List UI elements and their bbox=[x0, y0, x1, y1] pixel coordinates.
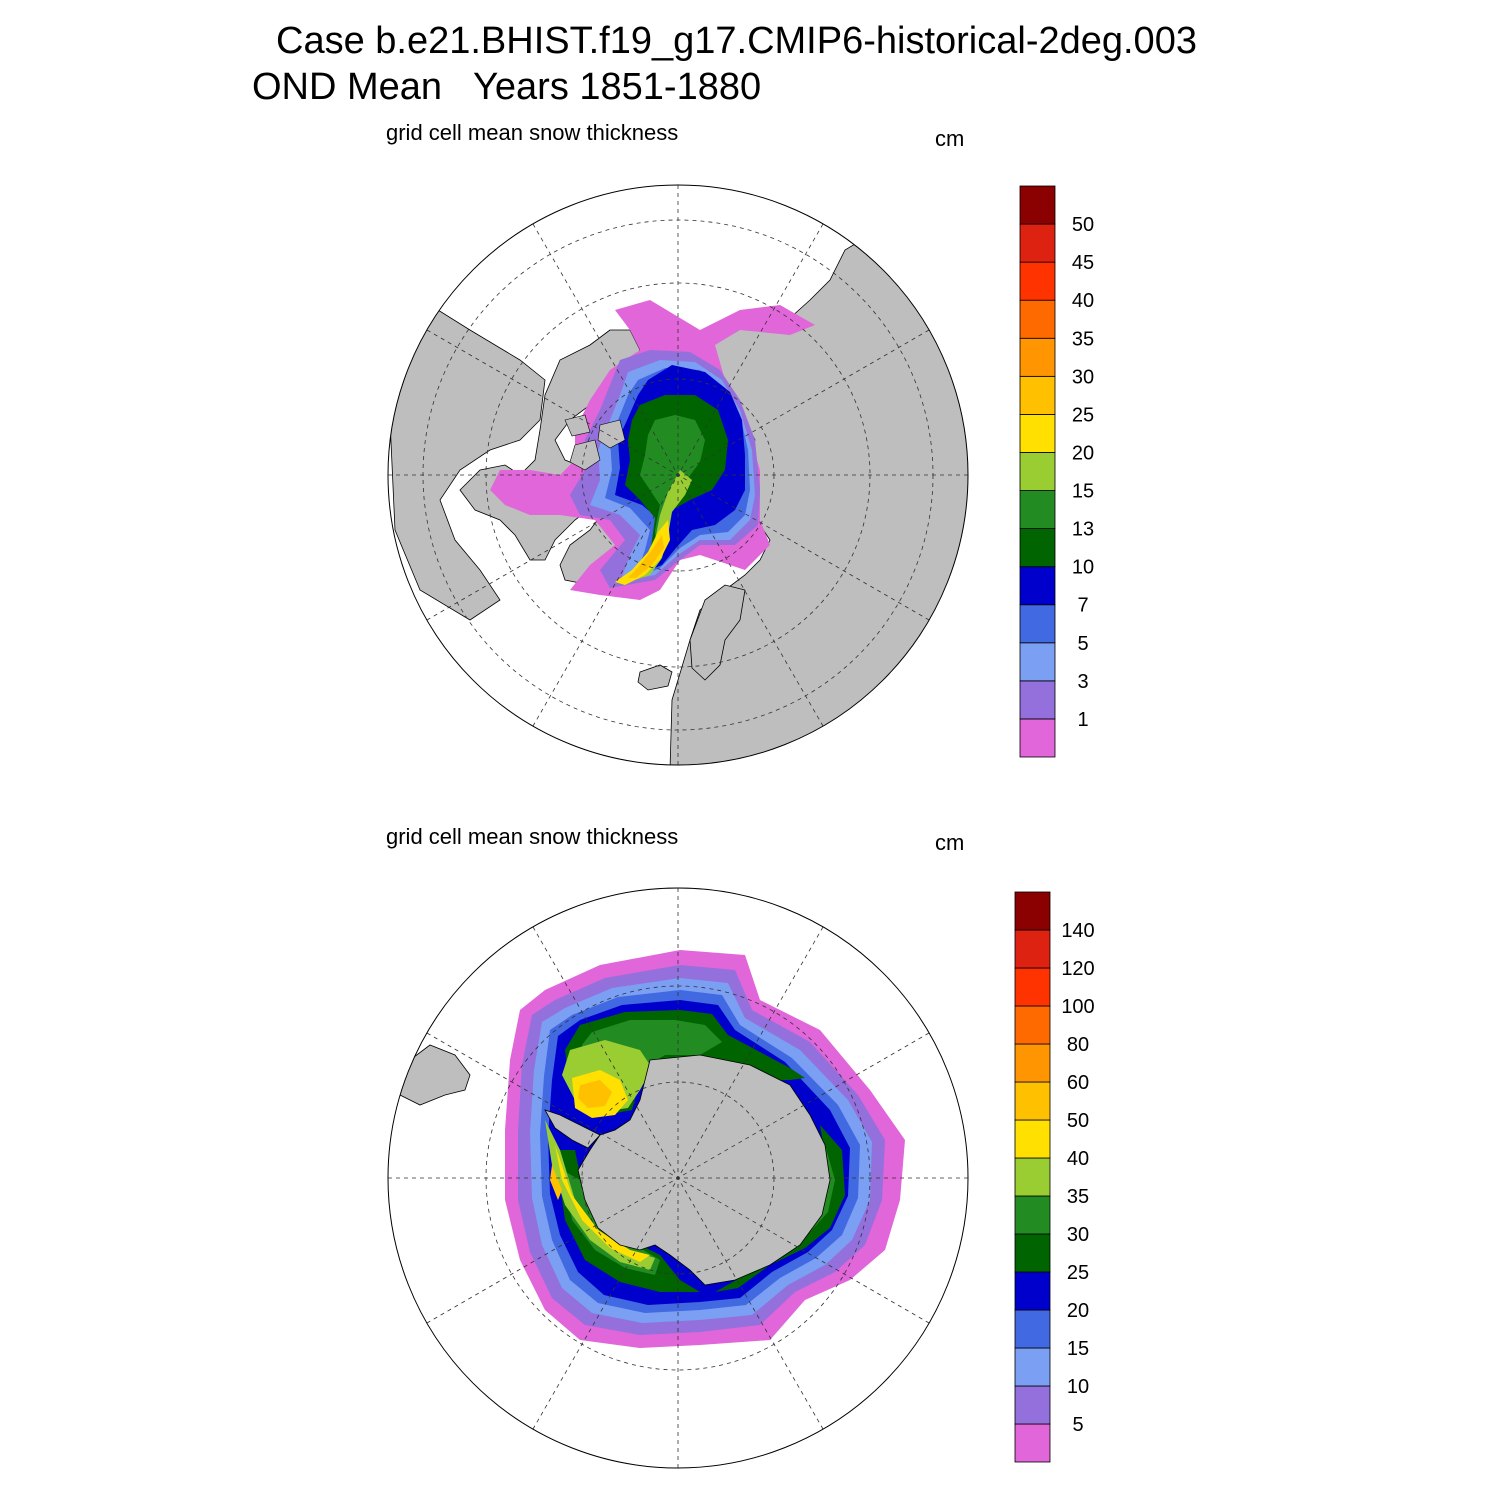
arctic-colorbar-swatch bbox=[1019, 490, 1056, 529]
antarctic-colorbar-tick-label: 30 bbox=[1067, 1224, 1089, 1246]
antarctic-colorbar-tick-label: 120 bbox=[1061, 958, 1094, 980]
antarctic-colorbar-swatch bbox=[1014, 1347, 1051, 1387]
arctic-colorbar-swatch bbox=[1019, 566, 1056, 606]
arctic-colorbar-tick-label: 5 bbox=[1077, 633, 1088, 655]
arctic-colorbar-swatch bbox=[1019, 413, 1056, 453]
canadian-archipelago bbox=[564, 414, 626, 471]
arctic-map bbox=[387, 184, 969, 766]
plot-title-period: OND Mean Years 1851-1880 bbox=[252, 66, 762, 108]
antarctic-colorbar-swatch bbox=[1014, 1271, 1051, 1311]
antarctic-colorbar-tick-label: 40 bbox=[1067, 1148, 1089, 1170]
antarctic-colorbar-tick-label: 10 bbox=[1067, 1376, 1089, 1398]
south-america-landmass bbox=[399, 1044, 471, 1106]
arctic-colorbar-tick-label: 3 bbox=[1077, 671, 1088, 693]
arctic-colorbar-tick-label: 7 bbox=[1077, 595, 1088, 617]
arctic-snow-contour-10 bbox=[628, 535, 664, 578]
antarctic-colorbar-tick-label: 140 bbox=[1061, 920, 1094, 942]
arctic-colorbar-tick-label: 15 bbox=[1072, 481, 1094, 503]
arctic-colorbar-tick-label: 35 bbox=[1072, 328, 1094, 350]
antarctic-colorbar-tick-label: 60 bbox=[1067, 1072, 1089, 1094]
antarctic-colorbar-swatch bbox=[1014, 1043, 1051, 1083]
antarctic-colorbar-tick-label: 35 bbox=[1067, 1186, 1089, 1208]
antarctic-colorbar-swatch bbox=[1014, 1233, 1051, 1273]
antarctic-colorbar-swatch bbox=[1014, 1423, 1051, 1463]
antarctic-colorbar-tick-label: 20 bbox=[1067, 1300, 1089, 1322]
arctic-colorbar-tick-label: 13 bbox=[1072, 519, 1094, 541]
antarctic-colorbar-swatch bbox=[1014, 1195, 1051, 1235]
arctic-colorbar-tick-label: 50 bbox=[1072, 214, 1094, 236]
arctic-colorbar-tick-label: 10 bbox=[1072, 557, 1094, 579]
iceland-landmass bbox=[637, 664, 673, 691]
arctic-colorbar-swatch bbox=[1019, 680, 1056, 720]
antarctic-colorbar-swatch bbox=[1014, 1385, 1051, 1425]
antarctic-colorbar-tick-label: 5 bbox=[1072, 1414, 1083, 1436]
antarctic-graticule bbox=[388, 888, 968, 1468]
arctic-colorbar-tick-label: 25 bbox=[1072, 404, 1094, 426]
scandinavia-landmass bbox=[689, 584, 746, 681]
arctic-snow-contour-9 bbox=[615, 520, 670, 585]
arctic-colorbar-swatch bbox=[1019, 299, 1056, 339]
arctic-colorbar-swatch bbox=[1019, 718, 1056, 758]
arctic-colorbar-swatch bbox=[1019, 642, 1056, 682]
arctic-colorbar-tick-label: 30 bbox=[1072, 366, 1094, 388]
antarctic-snow-contour-8 bbox=[545, 1040, 655, 1270]
arctic-colorbar-swatch bbox=[1019, 375, 1056, 415]
arctic-colorbar-swatch bbox=[1019, 337, 1056, 377]
arctic-colorbar-swatch bbox=[1019, 261, 1056, 301]
arctic-colorbar-swatch bbox=[1019, 223, 1056, 263]
arctic-map-border bbox=[387, 184, 969, 766]
antarctic-map-border bbox=[387, 887, 969, 1469]
plot-title-case: Case b.e21.BHIST.f19_g17.CMIP6-historica… bbox=[276, 20, 1197, 62]
arctic-colorbar-tick-label: 40 bbox=[1072, 290, 1094, 312]
antarctica-landmass bbox=[577, 1054, 831, 1286]
antarctic-snow-contour-9 bbox=[555, 1070, 650, 1262]
antarctic-colorbar-tick-label: 15 bbox=[1067, 1338, 1089, 1360]
antarctic-colorbar-tick-label: 80 bbox=[1067, 1034, 1089, 1056]
antarctic-colorbar-swatch bbox=[1014, 1157, 1051, 1197]
arctic-colorbar-tick-label: 45 bbox=[1072, 252, 1094, 274]
antarctic-colorbar-swatch bbox=[1014, 967, 1051, 1007]
arctic-graticule bbox=[388, 185, 968, 765]
antarctic-colorbar-swatch bbox=[1014, 1309, 1051, 1349]
arctic-map-label: grid cell mean snow thickness bbox=[386, 120, 679, 145]
antarctic-colorbar-swatch bbox=[1014, 929, 1051, 969]
antarctic-colorbar-swatch bbox=[1014, 1005, 1051, 1045]
antarctic-colorbar-tick-label: 50 bbox=[1067, 1110, 1089, 1132]
arctic-colorbar-tick-label: 20 bbox=[1072, 442, 1094, 464]
arctic-colorbar-tick-label: 1 bbox=[1077, 709, 1088, 731]
antarctic-colorbar-swatch bbox=[1014, 1119, 1051, 1159]
arctic-units-label: cm bbox=[935, 126, 965, 151]
antarctic-peninsula-landmass bbox=[544, 1109, 601, 1149]
antarctic-snow-contour-10 bbox=[550, 1080, 612, 1200]
antarctic-map bbox=[387, 887, 969, 1469]
antarctic-colorbar: 5 10 15 20 25 30 35 40 50 60 80 100 120 140 bbox=[1014, 891, 1095, 1463]
arctic-colorbar-swatch bbox=[1019, 185, 1056, 225]
antarctic-colorbar-tick-label: 100 bbox=[1061, 996, 1094, 1018]
arctic-colorbar-swatch bbox=[1019, 528, 1056, 568]
antarctic-map-label: grid cell mean snow thickness bbox=[386, 824, 679, 849]
antarctic-colorbar-swatch bbox=[1014, 1081, 1051, 1121]
antarctic-colorbar-swatch bbox=[1014, 891, 1051, 931]
antarctic-units-label: cm bbox=[935, 830, 965, 855]
antarctic-colorbar-tick-label: 25 bbox=[1067, 1262, 1089, 1284]
arctic-colorbar-swatch bbox=[1019, 452, 1056, 491]
arctic-colorbar-swatch bbox=[1019, 604, 1056, 644]
